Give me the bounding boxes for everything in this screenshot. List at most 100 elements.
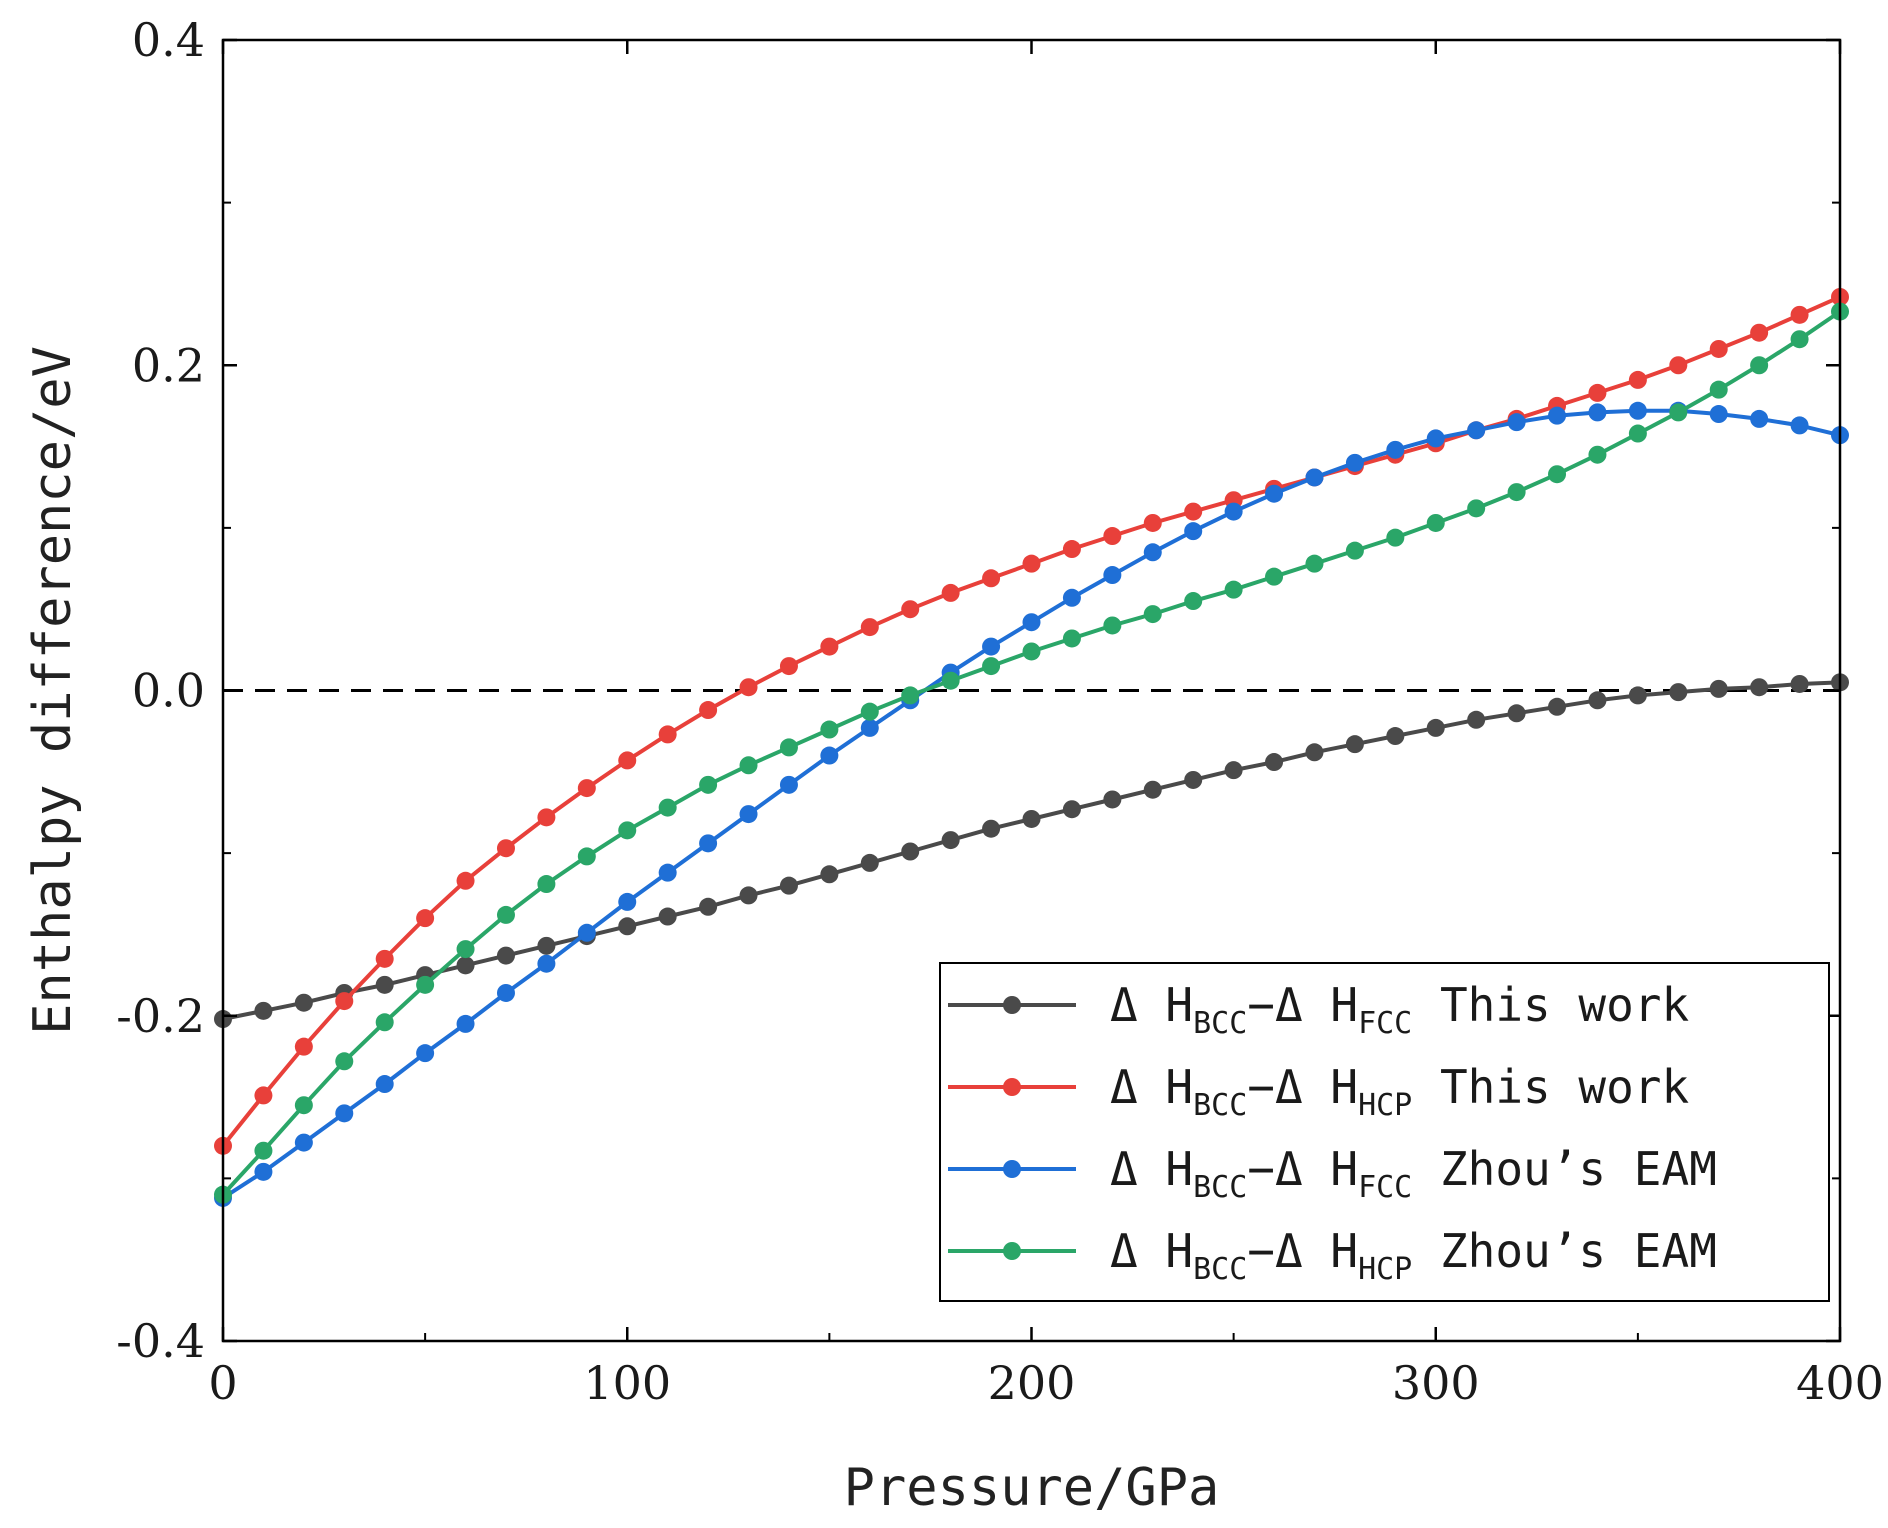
data-point (254, 1001, 273, 1020)
data-point (860, 718, 879, 737)
data-point (456, 940, 475, 959)
series-3 (214, 401, 1849, 1207)
data-point (1669, 356, 1688, 375)
data-point (699, 897, 718, 916)
data-point (820, 865, 839, 884)
x-tick-label: 100 (583, 1356, 671, 1410)
data-point (699, 775, 718, 794)
data-point (658, 798, 677, 817)
data-point (1750, 678, 1769, 697)
data-point (618, 892, 637, 911)
data-point (1143, 543, 1162, 562)
data-point (1062, 540, 1081, 559)
data-point (739, 886, 758, 905)
data-point (779, 738, 798, 757)
legend-item-2: Δ HBCC−Δ HHCP This work (948, 1060, 1689, 1123)
data-point (456, 956, 475, 975)
data-point (1669, 683, 1688, 702)
data-point (658, 725, 677, 744)
data-point (820, 746, 839, 765)
data-point (1386, 528, 1405, 547)
data-point (1386, 727, 1405, 746)
legend-marker (1003, 1078, 1021, 1096)
legend-item-3: Δ HBCC−Δ HFCC Zhou’s EAM (948, 1142, 1717, 1205)
data-point (1790, 330, 1809, 349)
data-point (1062, 588, 1081, 607)
legend-text-part: This work (1412, 1060, 1689, 1114)
data-point (1548, 697, 1567, 716)
legend-subscript: FCC (1358, 1170, 1412, 1205)
data-point (982, 569, 1001, 588)
legend-text-part: Zhou’s EAM (1412, 1142, 1717, 1196)
data-point (1265, 567, 1284, 586)
data-point (860, 618, 879, 637)
legend-text-part: Δ H (1110, 978, 1193, 1032)
data-point (1184, 522, 1203, 541)
x-tick-label: 400 (1796, 1356, 1884, 1410)
data-point (1467, 421, 1486, 440)
legend-label: Δ HBCC−Δ HFCC Zhou’s EAM (1110, 1142, 1717, 1205)
x-ticks: 0 100 200 300 400 (208, 40, 1884, 1410)
data-point (1507, 704, 1526, 723)
y-tick-label: -0.4 (116, 1314, 205, 1368)
data-point (658, 907, 677, 926)
x-tick-label: 200 (988, 1356, 1076, 1410)
data-point (1507, 483, 1526, 502)
legend-marker (1003, 1160, 1021, 1178)
x-axis-title: Pressure/GPa (844, 1458, 1220, 1518)
data-point (1345, 541, 1364, 560)
x-tick-label: 0 (208, 1356, 237, 1410)
legend-marker (1003, 1242, 1021, 1260)
data-point (456, 871, 475, 890)
data-point (416, 1044, 435, 1063)
data-point (496, 983, 515, 1002)
legend-marker (1003, 996, 1021, 1014)
legend-subscript: BCC (1193, 1088, 1247, 1123)
data-point (1426, 513, 1445, 532)
data-point (416, 909, 435, 928)
data-point (779, 657, 798, 676)
legend-subscript: BCC (1193, 1170, 1247, 1205)
data-point (941, 831, 960, 850)
legend-label: Δ HBCC−Δ HFCC This work (1110, 978, 1689, 1041)
data-point (1265, 753, 1284, 772)
data-point (1426, 429, 1445, 448)
data-point (1790, 416, 1809, 435)
data-point (779, 876, 798, 895)
data-point (739, 805, 758, 824)
legend-subscript: FCC (1358, 1006, 1412, 1041)
data-point (1022, 554, 1041, 573)
data-point (941, 583, 960, 602)
data-point (941, 671, 960, 690)
legend-label: Δ HBCC−Δ HHCP Zhou’s EAM (1110, 1224, 1717, 1287)
data-point (901, 600, 920, 619)
data-point (1103, 527, 1122, 546)
data-point (739, 756, 758, 775)
data-point (537, 808, 556, 827)
data-point (577, 779, 596, 798)
legend-subscript: HCP (1358, 1088, 1412, 1123)
data-point (1224, 761, 1243, 780)
data-point (496, 839, 515, 858)
data-point (496, 946, 515, 965)
data-point (820, 720, 839, 739)
legend-item-1: Δ HBCC−Δ HFCC This work (948, 978, 1689, 1041)
data-point (577, 847, 596, 866)
data-point (1426, 718, 1445, 737)
data-point (618, 751, 637, 770)
legend-text-part: This work (1412, 978, 1689, 1032)
data-point (335, 1052, 354, 1071)
data-point (1224, 580, 1243, 599)
data-point (982, 637, 1001, 656)
data-point (375, 1075, 394, 1094)
y-tick-label: 0.0 (132, 664, 205, 718)
data-point (1184, 592, 1203, 611)
data-point (1548, 465, 1567, 484)
data-point (1224, 502, 1243, 521)
data-point (658, 863, 677, 882)
data-point (1750, 356, 1769, 375)
data-point (820, 637, 839, 656)
data-point (739, 678, 758, 697)
